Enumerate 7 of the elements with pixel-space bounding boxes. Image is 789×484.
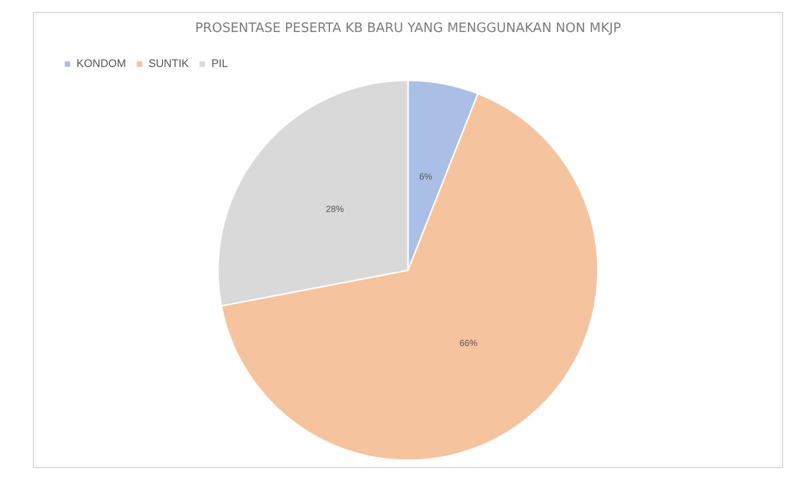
legend-label: SUNTIK xyxy=(148,58,190,70)
legend-label: KONDOM xyxy=(76,58,126,70)
legend-label: PIL xyxy=(211,58,228,70)
data-label: 66% xyxy=(460,338,478,348)
data-label: 28% xyxy=(326,204,344,214)
chart-title: PROSENTASE PESERTA KB BARU YANG MENGGUNAKAN NON MKJP xyxy=(195,21,622,36)
data-label: 6% xyxy=(419,171,432,182)
